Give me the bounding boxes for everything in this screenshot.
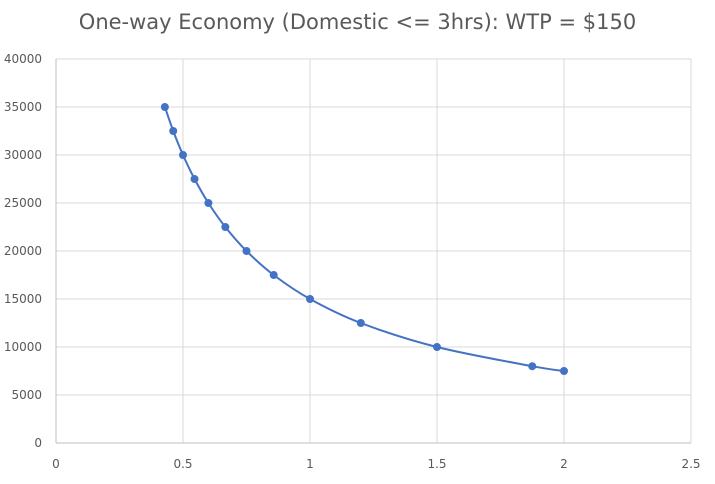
data-point [356,319,365,327]
x-tick-label: 2 [560,457,568,471]
x-tick-label: 1.5 [427,457,446,471]
x-tick-label: 0 [52,457,60,471]
chart-title: One-way Economy (Domestic <= 3hrs): WTP … [78,10,637,34]
data-point [160,103,169,111]
x-tick-label: 0.5 [173,457,192,471]
y-tick-label: 30000 [4,148,42,162]
y-tick-label: 10000 [4,340,42,354]
data-point [242,247,251,255]
series-line [163,106,565,372]
y-tick-label: 0 [34,436,42,450]
y-tick-label: 20000 [4,244,42,258]
data-point [190,175,199,183]
data-point [306,295,314,303]
y-tick-label: 25000 [4,196,42,210]
grid-layer [56,58,692,443]
data-point [433,343,441,351]
data-point [169,127,178,135]
x-tick-label: 1 [306,457,314,471]
data-point [560,367,568,375]
axis-layer: 0 5000 10000 15000 20000 25000 30000 35000 40000… [4,52,701,471]
y-tick-label: 15000 [4,292,42,306]
data-point [204,199,213,207]
series-layer [160,103,568,375]
data-point [269,271,278,279]
x-tick-label: 2.5 [681,457,700,471]
y-tick-label: 35000 [4,100,42,114]
data-point [528,362,537,371]
y-tick-label: 5000 [11,388,42,402]
y-tick-label: 40000 [4,52,42,66]
data-point [179,151,187,159]
data-point [221,223,230,231]
